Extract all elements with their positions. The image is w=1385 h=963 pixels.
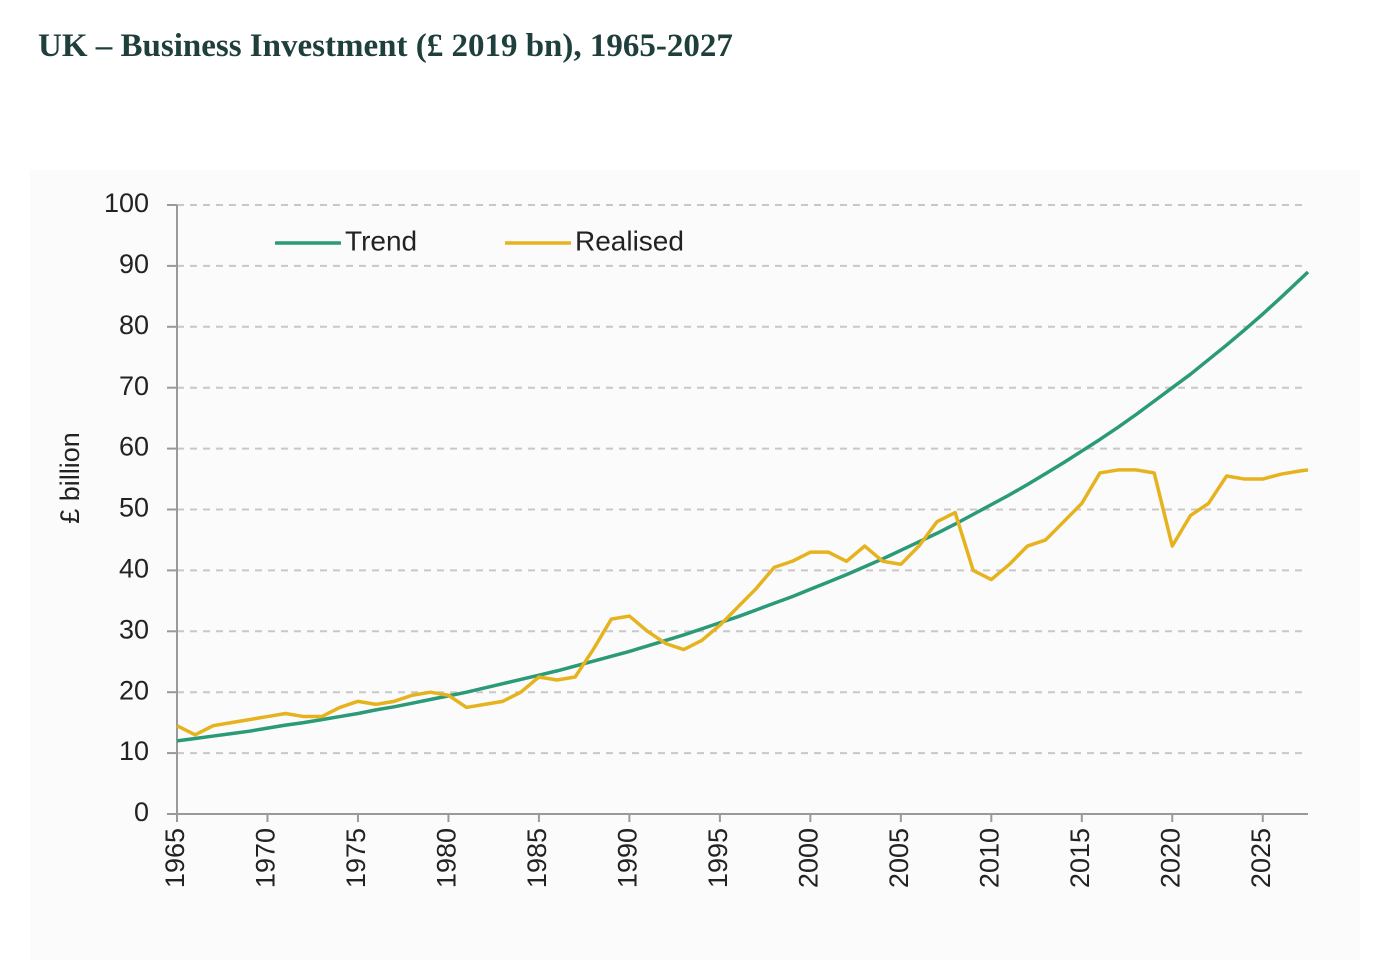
y-tick-label: 40 xyxy=(119,554,149,584)
chart-title: UK – Business Investment (£ 2019 bn), 19… xyxy=(38,28,733,64)
legend-label: Trend xyxy=(345,225,417,256)
chart-panel xyxy=(30,170,1360,960)
x-tick-label: 2025 xyxy=(1246,828,1276,888)
x-tick-label: 2020 xyxy=(1155,828,1185,888)
x-tick-label: 2010 xyxy=(974,828,1004,888)
x-tick-label: 1975 xyxy=(341,828,371,888)
x-tick-label: 1965 xyxy=(160,828,190,888)
y-tick-label: 70 xyxy=(119,371,149,401)
y-tick-label: 60 xyxy=(119,432,149,462)
series-line xyxy=(176,270,1310,743)
y-tick-label: 0 xyxy=(134,797,149,827)
y-tick-label: 90 xyxy=(119,249,149,279)
x-tick-label: 1985 xyxy=(522,828,552,888)
x-tick-label: 2015 xyxy=(1065,828,1095,888)
y-axis-label: £ billion xyxy=(55,432,85,524)
x-tick-label: 1980 xyxy=(432,828,462,888)
y-tick-label: 100 xyxy=(104,188,149,218)
y-tick-label: 30 xyxy=(119,614,149,644)
x-tick-label: 2005 xyxy=(884,828,914,888)
series-line xyxy=(176,468,1309,737)
y-tick-label: 50 xyxy=(119,493,149,523)
y-tick-label: 80 xyxy=(119,310,149,340)
x-tick-label: 1970 xyxy=(251,828,281,888)
legend-label: Realised xyxy=(575,225,684,256)
x-tick-label: 1990 xyxy=(613,828,643,888)
x-tick-label: 1995 xyxy=(703,828,733,888)
y-tick-label: 10 xyxy=(119,736,149,766)
y-tick-label: 20 xyxy=(119,675,149,705)
x-tick-label: 2000 xyxy=(793,828,823,888)
